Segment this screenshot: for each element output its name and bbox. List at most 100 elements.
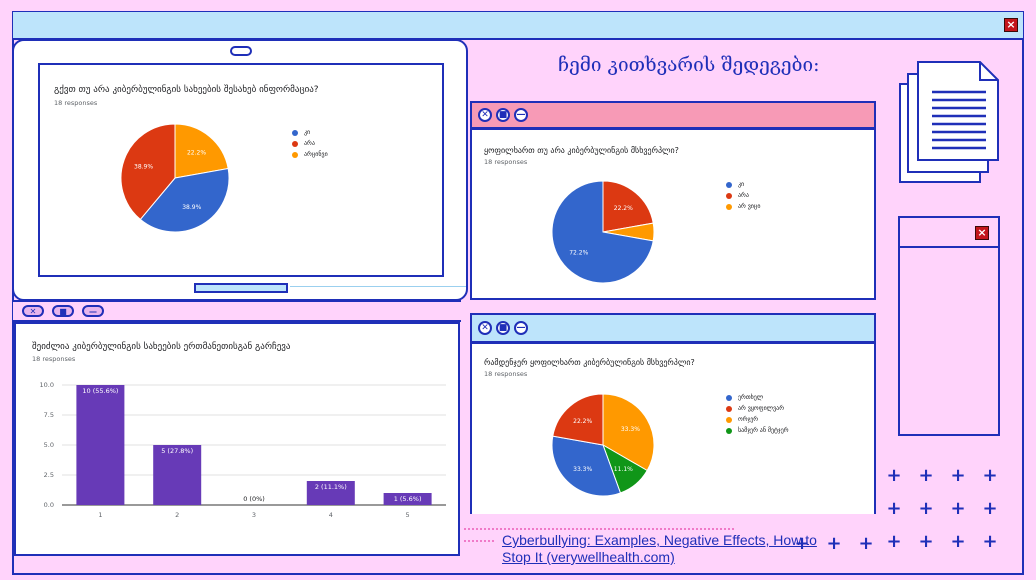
survey2-panel: [470, 128, 876, 300]
bar-value-label: 0 (0%): [243, 495, 265, 503]
x-tick-label: 2: [175, 511, 179, 519]
close-button[interactable]: ✕: [22, 305, 44, 317]
survey1-legend: კი არა არცინვი: [292, 129, 328, 162]
survey3-question: რამდენჯერ ყოფილხართ კიბერბულინგის მსხვერ…: [484, 358, 695, 367]
pie-slice-label: 38.9%: [134, 164, 153, 171]
bar-value-label: 2 (11.1%): [315, 483, 347, 491]
main-close-button[interactable]: ×: [1004, 18, 1018, 32]
legend-swatch-blue: [726, 394, 732, 401]
survey1-pie-chart: 22.2% 38.9% 38.9%: [120, 123, 230, 233]
legend-label: სამჯერ ან მეტჯერ: [738, 427, 789, 434]
legend-label: არ ვყოფილვარ: [738, 405, 784, 412]
survey3-legend: ერთხელ არ ვყოფილვარ ორჯერ სამჯერ ან მეტჯ…: [726, 394, 789, 438]
minimize-icon: —: [89, 306, 97, 316]
pie-slice-2: [602, 180, 654, 233]
legend-swatch-red: [726, 192, 732, 199]
survey1-responses: 18 responses: [54, 99, 98, 107]
bar: [306, 481, 355, 505]
stop-button[interactable]: ■: [52, 305, 74, 317]
pie-slice-label: 22.2%: [614, 205, 633, 212]
side-window: [898, 216, 1000, 436]
plus-pattern: + + + + + + + + + + + +: [886, 465, 998, 552]
close-button[interactable]: ✕: [478, 321, 492, 335]
survey3-responses: 18 responses: [484, 370, 528, 378]
bar-value-label: 1 (5.6%): [394, 495, 422, 503]
pie-slice-2: [552, 393, 604, 446]
dotted-divider-2: [464, 540, 494, 542]
close-button[interactable]: ✕: [478, 108, 492, 122]
legend-swatch-green: [726, 427, 732, 434]
legend-label: ორჯერ: [738, 416, 759, 423]
close-icon: ✕: [29, 306, 37, 316]
legend-label: არცინვი: [304, 151, 328, 158]
pie-slice-label: 33.3%: [573, 466, 592, 473]
survey1-question: გქვთ თუ არა კიბერბულინგის სახეების შესახ…: [54, 85, 319, 95]
survey4-window-titlebar: [13, 300, 461, 322]
bar: [153, 445, 202, 505]
pie-slice-3: [602, 393, 655, 472]
x-tick-label: 5: [406, 511, 410, 519]
side-window-titlebar: [898, 216, 1000, 248]
y-tick-label: 10.0: [40, 381, 54, 389]
pie-slice-label: 38.9%: [182, 204, 201, 211]
pie-slice-label: 22.2%: [187, 149, 206, 156]
x-tick-label: 4: [329, 511, 333, 519]
bar-value-label: 5 (27.8%): [161, 447, 193, 455]
side-window-close-button[interactable]: ×: [975, 226, 989, 240]
main-title-bar: [13, 12, 1023, 40]
pie-slice-label: 22.2%: [573, 418, 592, 425]
stop-icon: ■: [59, 306, 67, 316]
legend-label: ერთხელ: [738, 394, 764, 401]
y-tick-label: 5.0: [44, 441, 54, 449]
pie-slice-1: [551, 435, 622, 497]
survey4-bar-chart: 0.0 2.5 5.0 7.5 10.0 10 (55.6%) 1 5 (27.8%) 2 0 (…: [40, 381, 446, 519]
survey2-legend: კი არა არ ვიცი: [726, 181, 760, 214]
stop-button[interactable]: ■: [496, 321, 510, 335]
bar-value-label: 10 (55.6%): [82, 387, 118, 395]
legend-swatch-red: [726, 405, 732, 412]
plus-pattern-extra: + + +: [794, 533, 874, 554]
y-tick-label: 7.5: [44, 411, 54, 419]
pie-slice-label: 11.1%: [614, 466, 633, 473]
legend-label: არა: [304, 140, 315, 147]
close-icon: ×: [1006, 18, 1016, 31]
survey2-question: ყოფილხართ თუ არა კიბერბულინგის მსხვერპლი…: [484, 146, 679, 155]
survey2-pie-chart: 22.2% 72.2%: [551, 180, 655, 284]
minimize-button[interactable]: —: [514, 321, 528, 335]
minimize-icon: —: [516, 323, 526, 333]
minimize-button[interactable]: —: [82, 305, 104, 317]
minimize-button[interactable]: —: [514, 108, 528, 122]
survey3-panel: [470, 342, 876, 514]
survey2-window-controls: ✕ ■ —: [478, 108, 532, 122]
minimize-icon: —: [516, 110, 526, 120]
stop-button[interactable]: ■: [496, 108, 510, 122]
x-tick-label: 3: [252, 511, 256, 519]
pie-slice-label: 33.3%: [621, 426, 640, 433]
legend-swatch-orange: [726, 203, 732, 210]
survey3-window-controls: ✕ ■ —: [478, 321, 532, 335]
survey4-panel: [14, 322, 460, 556]
stop-icon: ■: [498, 323, 508, 333]
document-stack-icon: [899, 61, 999, 183]
survey4-window-controls: ✕ ■ —: [22, 305, 112, 317]
legend-label: არა: [738, 192, 749, 199]
page-title: ჩემი კითხვარის შედეგები:: [558, 54, 820, 76]
legend-swatch-red: [292, 140, 298, 147]
bar: [383, 493, 432, 505]
bar: [76, 385, 125, 505]
tablet-stand-line: [290, 286, 466, 287]
close-icon: ×: [977, 226, 987, 239]
pie-slice-label: 72.2%: [569, 249, 588, 256]
pie-slice-2: [120, 123, 176, 221]
survey1-panel: [38, 63, 444, 277]
legend-swatch-blue: [292, 129, 298, 136]
y-tick-label: 2.5: [44, 471, 54, 479]
survey3-pie-chart: 33.3% 11.1% 33.3% 22.2%: [551, 393, 655, 497]
dotted-divider: [464, 528, 734, 530]
legend-label: კი: [738, 181, 745, 188]
y-tick-label: 0.0: [44, 501, 54, 509]
article-link[interactable]: Cyberbullying: Examples, Negative Effect…: [502, 532, 817, 565]
close-icon: ✕: [481, 110, 489, 120]
legend-swatch-orange: [726, 416, 732, 423]
stop-icon: ■: [498, 110, 508, 120]
